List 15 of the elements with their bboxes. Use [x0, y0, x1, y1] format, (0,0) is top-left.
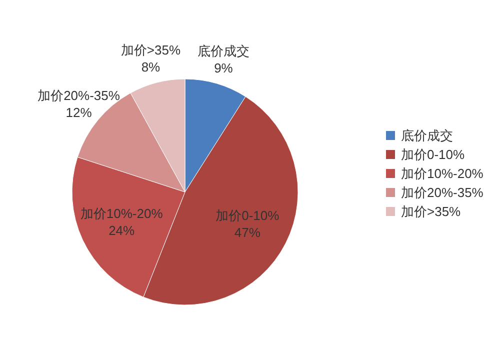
- slice-label: 加价20%-35%: [38, 88, 120, 104]
- data-label: 12%: [66, 105, 92, 120]
- data-label: 47%: [234, 224, 261, 240]
- legend-label: 加价>35%: [401, 204, 462, 219]
- slice-label: 底价成交: [197, 44, 250, 59]
- legend-label: 加价0-10%: [401, 147, 466, 162]
- legend-label: 加价20%-35%: [401, 185, 484, 200]
- data-label: 8%: [141, 59, 161, 74]
- slice-label: 加价>35%: [120, 42, 181, 58]
- data-label: 9%: [214, 60, 234, 76]
- legend-label: 底价成交: [401, 128, 453, 143]
- data-label: 24%: [108, 222, 136, 238]
- slice-label: 加价10%-20%: [80, 206, 164, 221]
- slice-label: 加价0-10%: [216, 208, 280, 223]
- legend-label: 加价10%-20%: [401, 166, 484, 181]
